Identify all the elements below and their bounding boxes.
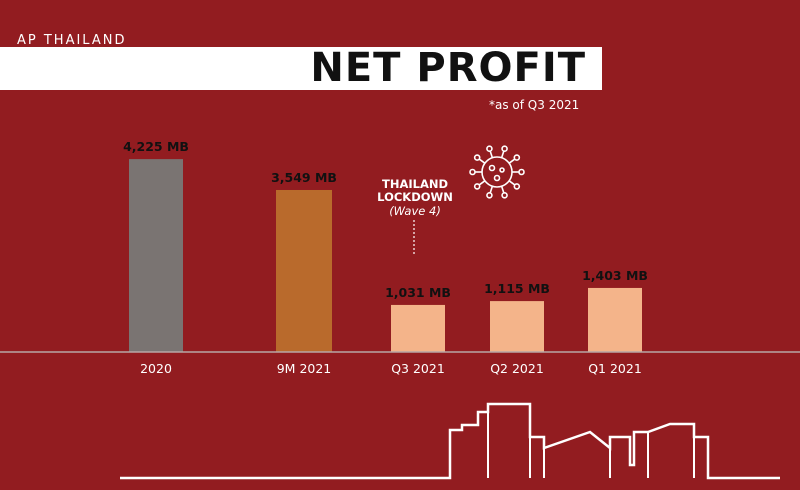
virus-spike-tip bbox=[486, 145, 493, 152]
virus-spike-tip bbox=[473, 183, 481, 190]
virus-spike-tip bbox=[513, 154, 521, 161]
bar-2020 bbox=[129, 159, 183, 352]
bar-value-label: 1,403 MB bbox=[582, 268, 648, 283]
bar-q2-2021 bbox=[490, 301, 544, 352]
x-tick-label: 2020 bbox=[140, 361, 172, 376]
virus-spike bbox=[489, 150, 494, 158]
virus-spike bbox=[489, 186, 494, 194]
virus-spike-tip bbox=[501, 192, 508, 199]
lockdown-line-2: LOCKDOWN bbox=[377, 190, 453, 204]
virus-spike bbox=[478, 180, 486, 186]
virus-spike-tip bbox=[473, 154, 481, 161]
lockdown-line-3: (Wave 4) bbox=[389, 204, 441, 218]
as-of-note: *as of Q3 2021 bbox=[489, 98, 580, 112]
bar-value-label: 4,225 MB bbox=[123, 139, 189, 154]
virus-spike bbox=[500, 150, 505, 158]
x-tick-label: Q2 2021 bbox=[490, 361, 544, 376]
bar-q3-2021 bbox=[391, 304, 445, 352]
x-tick-label: 9M 2021 bbox=[277, 361, 332, 376]
title-bar: NET PROFIT bbox=[0, 47, 602, 90]
virus-spike bbox=[508, 180, 516, 186]
skyline-outline bbox=[120, 402, 780, 480]
virus-spike bbox=[478, 158, 486, 164]
virus-spike-tip bbox=[518, 168, 525, 176]
bar-value-label: 1,115 MB bbox=[484, 281, 550, 296]
virus-spike-tip bbox=[501, 145, 508, 152]
x-tick-labels: 2020 9M 2021 Q3 2021 Q2 2021 Q1 2021 bbox=[140, 361, 642, 376]
virus-icon bbox=[469, 145, 525, 199]
virus-spike bbox=[500, 186, 505, 194]
bar-value-label: 3,549 MB bbox=[271, 170, 337, 185]
virus-spike bbox=[508, 158, 516, 164]
virus-spike-tip bbox=[513, 183, 521, 190]
lockdown-annotation: THAILAND LOCKDOWN (Wave 4) bbox=[355, 177, 475, 219]
x-tick-label: Q3 2021 bbox=[391, 361, 445, 376]
virus-spike-tip bbox=[486, 192, 493, 199]
skyline-inner-lines bbox=[487, 412, 695, 478]
page-title: NET PROFIT bbox=[310, 45, 586, 91]
virus-spike-tip bbox=[469, 168, 476, 176]
bar-9m-2021 bbox=[276, 189, 332, 352]
x-tick-label: Q1 2021 bbox=[588, 361, 642, 376]
bar-value-label: 1,031 MB bbox=[385, 285, 451, 300]
bar-q1-2021 bbox=[588, 287, 642, 352]
lockdown-line-1: THAILAND bbox=[381, 177, 449, 191]
brand-label: AP THAILAND bbox=[17, 33, 127, 48]
bars-layer: 4,225 MB 3,549 MB 1,031 MB 1,115 MB 1,403 MB bbox=[123, 139, 648, 352]
